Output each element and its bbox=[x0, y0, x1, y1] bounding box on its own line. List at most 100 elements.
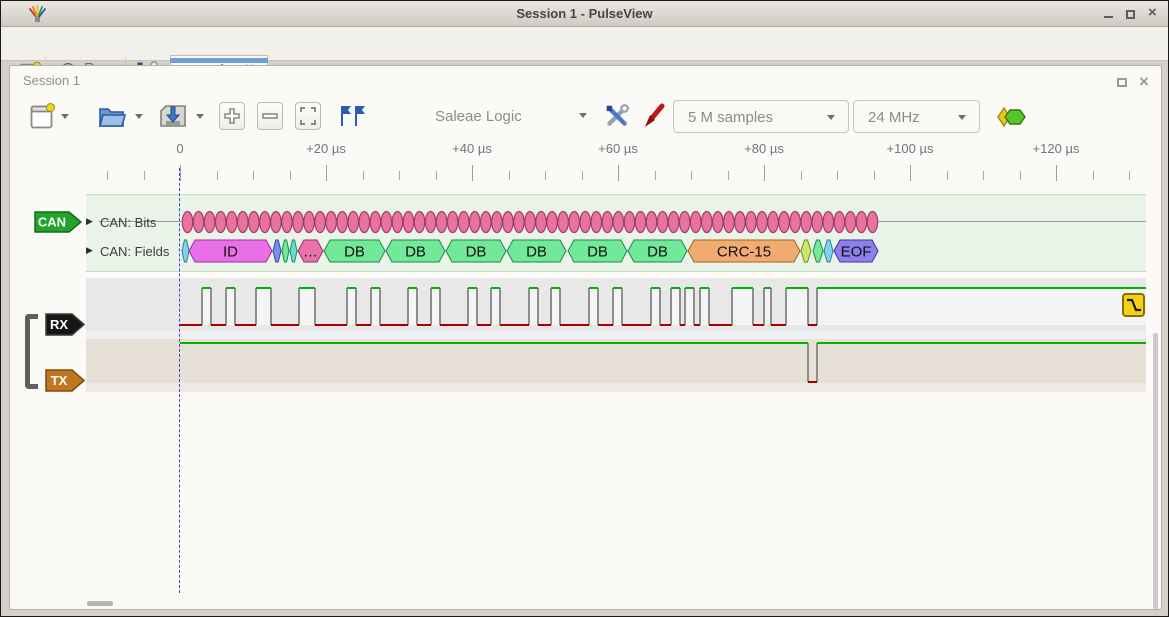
sample-count-dropdown-arrow bbox=[827, 115, 835, 120]
sample-count-select[interactable]: 5 M samples bbox=[673, 100, 849, 133]
decoder-field-annotation bbox=[181, 239, 190, 263]
decoder-field-annotation bbox=[323, 239, 386, 263]
ruler-tick-major bbox=[910, 165, 911, 181]
wave-high-fill bbox=[613, 288, 622, 325]
active-tab-underline bbox=[170, 58, 268, 63]
decoder-bit-annotation bbox=[358, 210, 371, 234]
channels-probe-icon[interactable] bbox=[642, 103, 666, 130]
row-expander-fields[interactable]: ▶ bbox=[86, 245, 93, 255]
decoder-bit-annotation bbox=[612, 210, 625, 234]
channel-group-bracket[interactable] bbox=[25, 314, 38, 389]
decoder-field-label: DB bbox=[466, 244, 487, 261]
save-file-icon[interactable] bbox=[158, 103, 188, 129]
wave-high-fill bbox=[299, 288, 315, 325]
falling-edge-icon bbox=[1127, 298, 1141, 312]
decoder-bit-annotation bbox=[767, 210, 779, 234]
vertical-scrollbar-thumb[interactable] bbox=[1153, 333, 1158, 609]
ruler-tick-minor bbox=[107, 171, 108, 180]
decoder-field-annotation bbox=[627, 239, 688, 263]
time-label: +100 µs bbox=[886, 141, 934, 156]
new-file-icon[interactable] bbox=[28, 102, 55, 130]
session-close-button[interactable]: × bbox=[1139, 72, 1149, 91]
ruler-tick-minor bbox=[436, 171, 437, 180]
decoder-bit-annotation bbox=[866, 210, 879, 234]
decoder-bit-annotation bbox=[214, 210, 227, 234]
decoder-bit-annotation bbox=[292, 210, 304, 234]
decoder-row-label-bits: CAN: Bits bbox=[100, 215, 157, 230]
decoder-bit-annotation bbox=[347, 210, 360, 234]
zoom-in-button[interactable] bbox=[219, 102, 245, 130]
new-file-dropdown-arrow[interactable] bbox=[61, 114, 69, 119]
decoder-bit-annotation bbox=[192, 210, 205, 234]
can-decoder-tag[interactable]: CAN bbox=[34, 211, 82, 233]
zoom-fit-button[interactable] bbox=[295, 102, 321, 130]
decoder-field-label: ID bbox=[223, 244, 238, 261]
row-expander-bits[interactable]: ▶ bbox=[86, 216, 93, 226]
decoder-bit-annotation bbox=[833, 210, 846, 234]
decoder-bit-annotation bbox=[502, 210, 514, 234]
decoder-field-annotation bbox=[188, 239, 273, 263]
minimize-button[interactable] bbox=[1104, 16, 1113, 18]
wave-high-fill bbox=[685, 288, 694, 325]
decoder-bit-annotation bbox=[700, 210, 713, 234]
rx-channel-tag[interactable]: RX bbox=[45, 313, 85, 336]
decoder-bit-annotation bbox=[391, 210, 404, 234]
ruler-tick-minor bbox=[217, 171, 218, 180]
decoder-bit-annotation bbox=[645, 210, 658, 234]
decoder-bit-annotation bbox=[634, 210, 647, 234]
decoder-field-annotation bbox=[272, 239, 282, 263]
device-dropdown-arrow[interactable] bbox=[579, 113, 587, 118]
close-button[interactable]: × bbox=[1148, 4, 1157, 21]
plus-icon bbox=[224, 108, 240, 124]
decoder-bit-annotation bbox=[380, 210, 393, 234]
session-maximize-button[interactable] bbox=[1117, 78, 1127, 87]
device-config-icon[interactable] bbox=[604, 103, 630, 129]
sample-rate-select[interactable]: 24 MHz bbox=[853, 100, 980, 133]
ruler-tick-minor bbox=[509, 171, 510, 180]
decoder-bit-annotation bbox=[281, 210, 293, 234]
device-select[interactable]: Saleae Logic bbox=[435, 108, 522, 125]
decoder-bit-annotation bbox=[590, 210, 603, 234]
wave-high-fill bbox=[651, 288, 660, 325]
decoder-field-annotation bbox=[800, 239, 812, 263]
decoder-bit-annotation bbox=[723, 210, 735, 234]
ruler-tick-minor bbox=[691, 171, 692, 180]
time-label: +120 µs bbox=[1032, 141, 1080, 156]
zoom-out-button[interactable] bbox=[257, 102, 283, 130]
decoder-bit-annotation bbox=[468, 210, 481, 234]
wave-high-fill bbox=[529, 288, 538, 325]
save-file-dropdown-arrow[interactable] bbox=[196, 114, 204, 119]
decoder-bit-annotation bbox=[678, 210, 691, 234]
titlebar[interactable]: Session 1 - PulseView × bbox=[1, 1, 1168, 27]
ruler-tick-minor bbox=[1020, 171, 1021, 180]
decoder-field-label: DB bbox=[647, 244, 668, 261]
decoder-bit-annotation bbox=[524, 210, 536, 234]
wave-high-fill bbox=[817, 288, 1146, 325]
decoder-bit-annotation bbox=[789, 210, 801, 234]
decoder-bit-annotation bbox=[325, 210, 337, 234]
tx-channel-tag[interactable]: TX bbox=[45, 369, 85, 392]
horizontal-scrollbar-thumb[interactable] bbox=[87, 601, 113, 606]
decoder-field-label: CRC-15 bbox=[717, 244, 771, 261]
decoder-field-annotation bbox=[281, 239, 290, 263]
time-label: +80 µs bbox=[744, 141, 784, 156]
time-cursor-line[interactable] bbox=[179, 168, 180, 593]
open-file-dropdown-arrow[interactable] bbox=[135, 114, 143, 119]
minus-icon bbox=[262, 113, 278, 119]
decoder-bit-annotation bbox=[181, 210, 194, 234]
ruler-tick-minor bbox=[290, 171, 291, 180]
show-cursors-flags-icon[interactable] bbox=[339, 104, 367, 128]
trace-canvas[interactable]: ID … DB DB DB DB DB DB CRC-15 EOF bbox=[86, 141, 1146, 606]
ruler-tick-minor bbox=[363, 171, 364, 180]
time-label: +40 µs bbox=[452, 141, 492, 156]
maximize-button[interactable] bbox=[1126, 10, 1135, 19]
decoder-bit-annotation bbox=[513, 210, 525, 234]
decoder-bit-annotation bbox=[303, 210, 315, 234]
wave-high-fill bbox=[732, 288, 753, 325]
decoder-bit-annotation bbox=[623, 210, 636, 234]
open-file-icon[interactable] bbox=[97, 103, 127, 129]
decoder-field-annotation bbox=[823, 239, 834, 263]
trigger-marker-falling-edge[interactable] bbox=[1122, 293, 1145, 317]
add-decoder-icon[interactable] bbox=[995, 106, 1027, 128]
decoder-bit-annotation bbox=[480, 210, 492, 234]
